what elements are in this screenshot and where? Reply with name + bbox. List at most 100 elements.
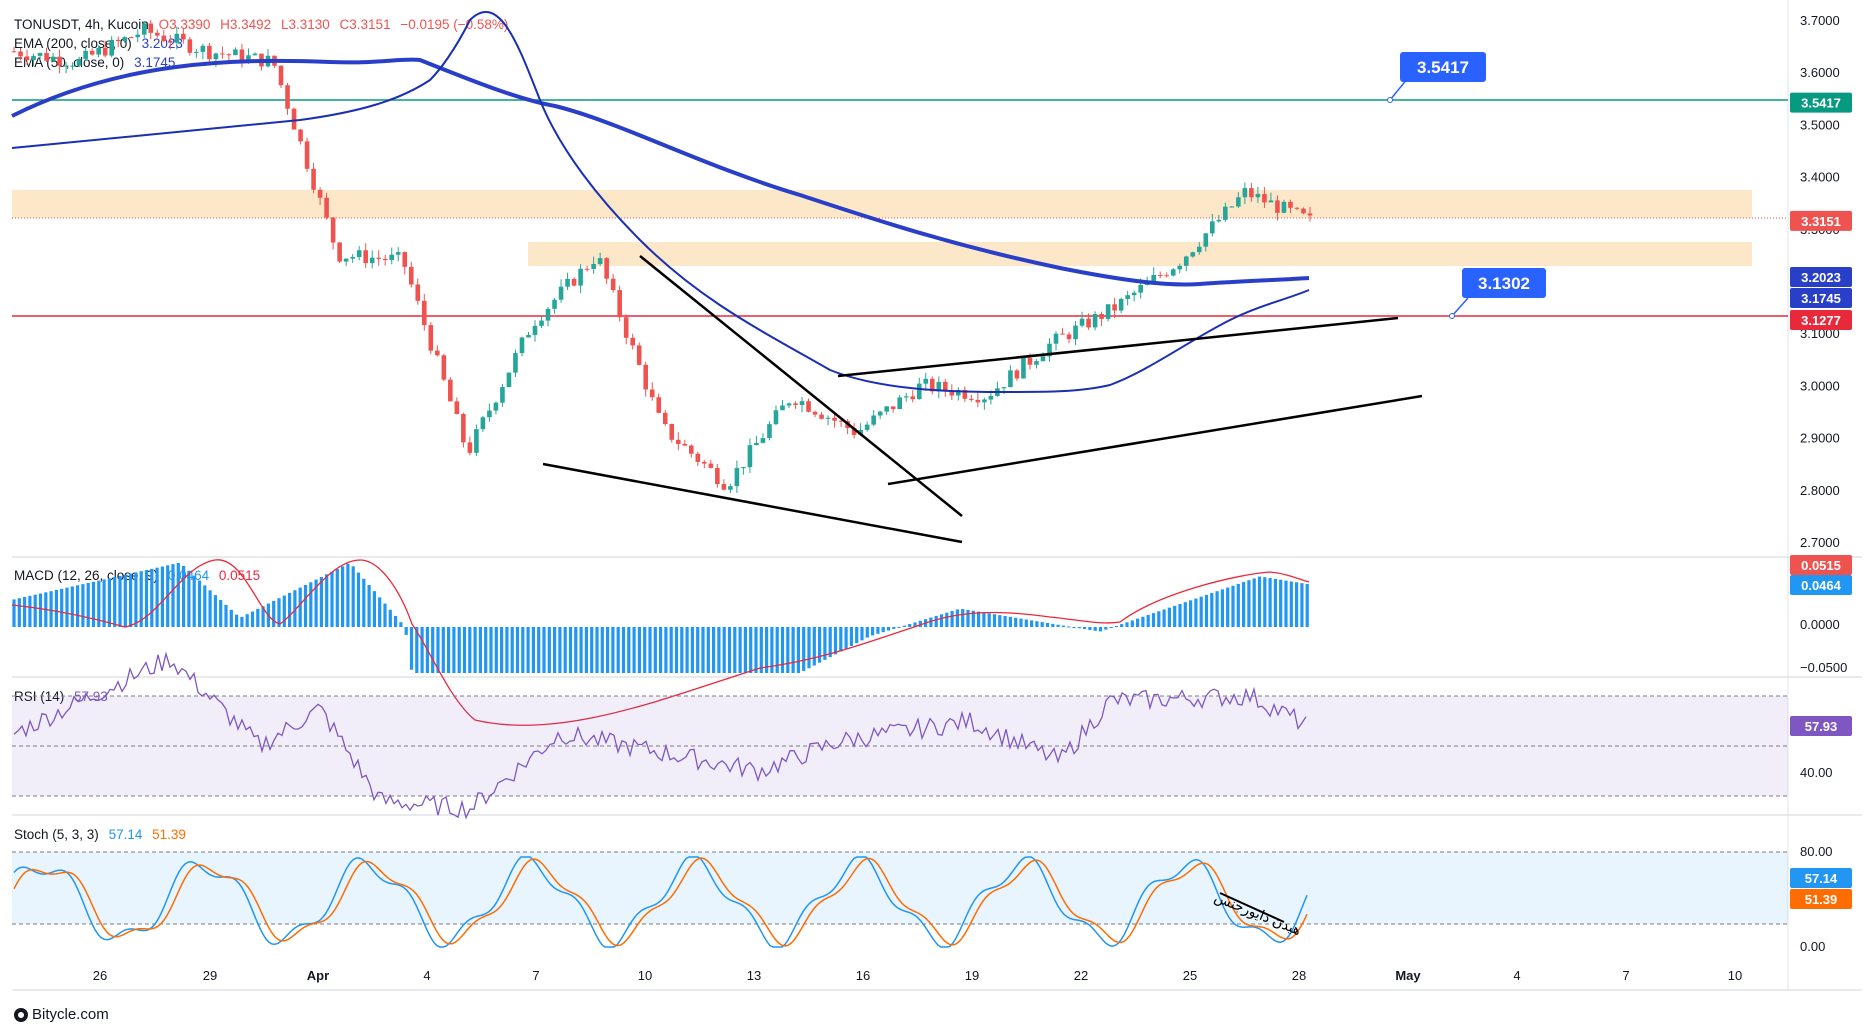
- macd-bar: [335, 568, 339, 627]
- candle-body: [1001, 387, 1007, 389]
- callout-lower[interactable]: 3.1302: [1449, 268, 1547, 319]
- ema200-label: EMA (200, close, 0): [14, 36, 132, 51]
- candle-body: [174, 33, 180, 43]
- candle-body: [519, 337, 525, 354]
- macd-bar: [282, 595, 286, 627]
- macd-bar: [1120, 624, 1124, 627]
- indicator-tick-label: 0.00: [1800, 939, 1825, 954]
- price-tag: [1790, 92, 1852, 113]
- macd-bar: [1146, 614, 1150, 627]
- candle-body: [63, 65, 69, 67]
- trendline-ascending-upper[interactable]: [837, 316, 1399, 378]
- time-tick-label: Apr: [307, 968, 329, 983]
- macd-bar: [314, 579, 318, 627]
- candle-body: [1151, 274, 1156, 282]
- candle-body: [148, 23, 154, 33]
- candle-body: [825, 417, 831, 419]
- ema200-line[interactable]: [11, 57, 1310, 287]
- macd-bar: [1189, 600, 1193, 627]
- macd-bar: [621, 627, 626, 673]
- hidden-divergence-line[interactable]: [1219, 892, 1285, 923]
- macd-bar: [849, 627, 853, 646]
- candle-body: [252, 53, 258, 56]
- candle-body: [786, 403, 792, 406]
- macd-bar: [1199, 596, 1203, 627]
- macd-bar: [648, 627, 652, 673]
- candle-body: [11, 51, 17, 53]
- candle-body: [969, 398, 974, 400]
- macd-bar: [727, 627, 732, 673]
- candle-body: [356, 250, 362, 258]
- candle-body: [376, 257, 382, 259]
- macd-value-2: 0.0515: [218, 568, 261, 583]
- macd-bar: [1236, 583, 1240, 627]
- macd-bar: [521, 627, 525, 673]
- candle-body: [278, 65, 284, 86]
- macd-histogram: [12, 562, 1309, 673]
- ema50-line[interactable]: [11, 11, 1310, 394]
- candle-body: [298, 129, 303, 142]
- candle-body: [141, 23, 147, 35]
- macd-signal-line: [11, 559, 1310, 726]
- macd-bar: [298, 587, 302, 627]
- macd-bar: [1067, 626, 1071, 628]
- price-tag: [1790, 555, 1852, 575]
- macd-bar: [49, 591, 53, 627]
- macd-bar: [1056, 624, 1060, 627]
- candle-body: [1099, 314, 1104, 319]
- price-tick-label: 2.9000: [1800, 431, 1840, 446]
- macd-bar: [367, 584, 371, 627]
- macd-bar: [351, 566, 355, 627]
- candle-body: [929, 378, 935, 392]
- trendline-ascending-lower[interactable]: [887, 394, 1423, 486]
- macd-bar: [743, 627, 747, 673]
- time-tick-label: 7: [532, 968, 539, 983]
- macd-bar: [542, 627, 546, 673]
- macd-bar: [833, 627, 838, 655]
- candle-body: [474, 429, 479, 453]
- trendline-descending-lower[interactable]: [542, 462, 963, 544]
- macd-bar: [818, 627, 822, 663]
- candle-body: [350, 257, 355, 259]
- macd-bar: [706, 627, 710, 673]
- macd-bar: [568, 627, 573, 673]
- macd-bar: [796, 627, 800, 673]
- macd-bar: [918, 620, 922, 627]
- macd-bar: [452, 627, 456, 673]
- time-tick-label: 25: [1183, 968, 1197, 983]
- macd-bar: [356, 572, 361, 627]
- candle-body: [343, 258, 349, 262]
- macd-bar: [250, 611, 255, 627]
- candle-body: [428, 325, 434, 351]
- candle-body: [597, 258, 603, 264]
- candle-body: [337, 242, 342, 262]
- candle-body: [754, 442, 759, 446]
- candle-body: [760, 438, 766, 443]
- candle-body: [161, 35, 167, 42]
- macd-bar: [277, 598, 281, 627]
- candle-body: [408, 266, 414, 285]
- macd-bar: [526, 627, 530, 673]
- macd-bar: [272, 600, 276, 627]
- macd-bar: [1114, 625, 1118, 627]
- price-tag-label: 3.3151: [1801, 214, 1841, 229]
- macd-bar: [664, 627, 668, 673]
- macd-bar: [627, 627, 631, 673]
- callout-upper[interactable]: 3.5417: [1387, 52, 1487, 103]
- candle-body: [1027, 357, 1033, 365]
- ohlc-high: H3.3492: [220, 17, 272, 32]
- macd-bar: [998, 615, 1002, 627]
- candle-body: [304, 141, 310, 169]
- macd-bar: [383, 603, 387, 627]
- trendline-descending-upper[interactable]: [639, 255, 963, 517]
- time-axis[interactable]: 26 29 Apr 4 7 10 13 16 19 22 25 28 May 4 7 10: [93, 968, 1742, 983]
- candle-body: [18, 51, 23, 57]
- candle-body: [1236, 197, 1241, 207]
- macd-bar: [765, 627, 769, 673]
- price-legend: TONUSDT, 4h, Kucoin O3.3390 H3.3492 L3.3…: [14, 16, 508, 34]
- time-tick-label: 22: [1074, 968, 1088, 983]
- macd-bar: [786, 627, 790, 673]
- candle-body: [741, 467, 746, 469]
- candle-body: [435, 350, 440, 356]
